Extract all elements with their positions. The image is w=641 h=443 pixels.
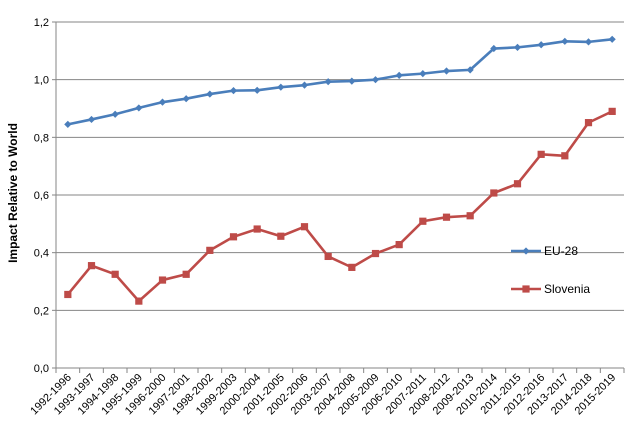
data-point xyxy=(608,35,616,43)
y-axis-title: Impact Relative to World xyxy=(6,123,20,263)
y-tick-label: 0,6 xyxy=(34,190,49,202)
data-point xyxy=(419,217,427,225)
data-point xyxy=(537,150,545,158)
data-point xyxy=(64,120,72,128)
y-tick-label: 0,4 xyxy=(34,248,49,260)
data-point xyxy=(490,44,498,53)
data-point xyxy=(182,270,190,278)
data-point xyxy=(466,212,474,220)
y-tick-label: 1,0 xyxy=(34,75,49,87)
data-point xyxy=(419,70,427,78)
data-point xyxy=(229,233,238,241)
data-point xyxy=(442,213,451,221)
data-point xyxy=(466,66,474,74)
legend-item: Slovenia xyxy=(511,282,590,296)
series-line xyxy=(67,38,613,126)
data-point xyxy=(584,119,593,127)
y-tick-label: 1,2 xyxy=(34,17,49,29)
data-point xyxy=(522,247,530,255)
data-point xyxy=(561,37,569,45)
y-tick-labels: 0,0 0,2 0,4 0,6 0,8 1,0 1,2 xyxy=(34,17,49,375)
data-point xyxy=(253,225,261,233)
data-point xyxy=(371,249,380,258)
data-point xyxy=(135,104,143,112)
data-point xyxy=(111,110,119,118)
data-point xyxy=(87,115,96,124)
data-point xyxy=(206,90,214,98)
legend-item: EU-28 xyxy=(511,244,578,258)
data-point xyxy=(253,86,261,94)
data-point xyxy=(608,107,616,115)
data-point xyxy=(277,232,285,240)
data-point xyxy=(348,263,356,271)
data-point xyxy=(395,240,403,249)
data-point xyxy=(158,98,167,106)
axes xyxy=(52,21,625,373)
data-point xyxy=(64,290,72,299)
data-point xyxy=(395,71,403,79)
data-point xyxy=(229,87,238,95)
series-eu-28 xyxy=(64,35,616,128)
data-point xyxy=(522,285,530,293)
legend-label: Slovenia xyxy=(544,282,590,296)
data-point xyxy=(206,246,214,254)
data-point xyxy=(561,152,569,160)
data-point xyxy=(442,67,451,75)
data-point xyxy=(324,252,332,261)
data-point xyxy=(584,38,593,46)
data-point xyxy=(513,43,522,51)
data-point xyxy=(135,297,143,305)
legend: EU-28 Slovenia xyxy=(511,244,590,296)
series-line xyxy=(66,110,613,303)
y-tick-label: 0,8 xyxy=(34,132,49,144)
y-tick-label: 0,0 xyxy=(34,363,49,375)
data-point xyxy=(324,78,332,86)
data-point xyxy=(300,223,309,231)
data-point xyxy=(300,81,309,89)
data-point xyxy=(158,276,167,284)
legend-label: EU-28 xyxy=(544,244,578,258)
data-point xyxy=(182,95,190,103)
y-tick-label: 0,2 xyxy=(34,305,49,317)
series-slovenia xyxy=(64,107,616,305)
data-point xyxy=(513,180,522,188)
gridlines xyxy=(56,21,624,311)
series-group xyxy=(64,35,616,305)
data-point xyxy=(537,41,545,49)
data-point xyxy=(277,83,285,91)
data-point xyxy=(490,189,498,197)
data-point xyxy=(87,262,96,270)
data-point xyxy=(111,270,119,278)
data-point xyxy=(348,77,356,85)
data-point xyxy=(371,76,380,84)
